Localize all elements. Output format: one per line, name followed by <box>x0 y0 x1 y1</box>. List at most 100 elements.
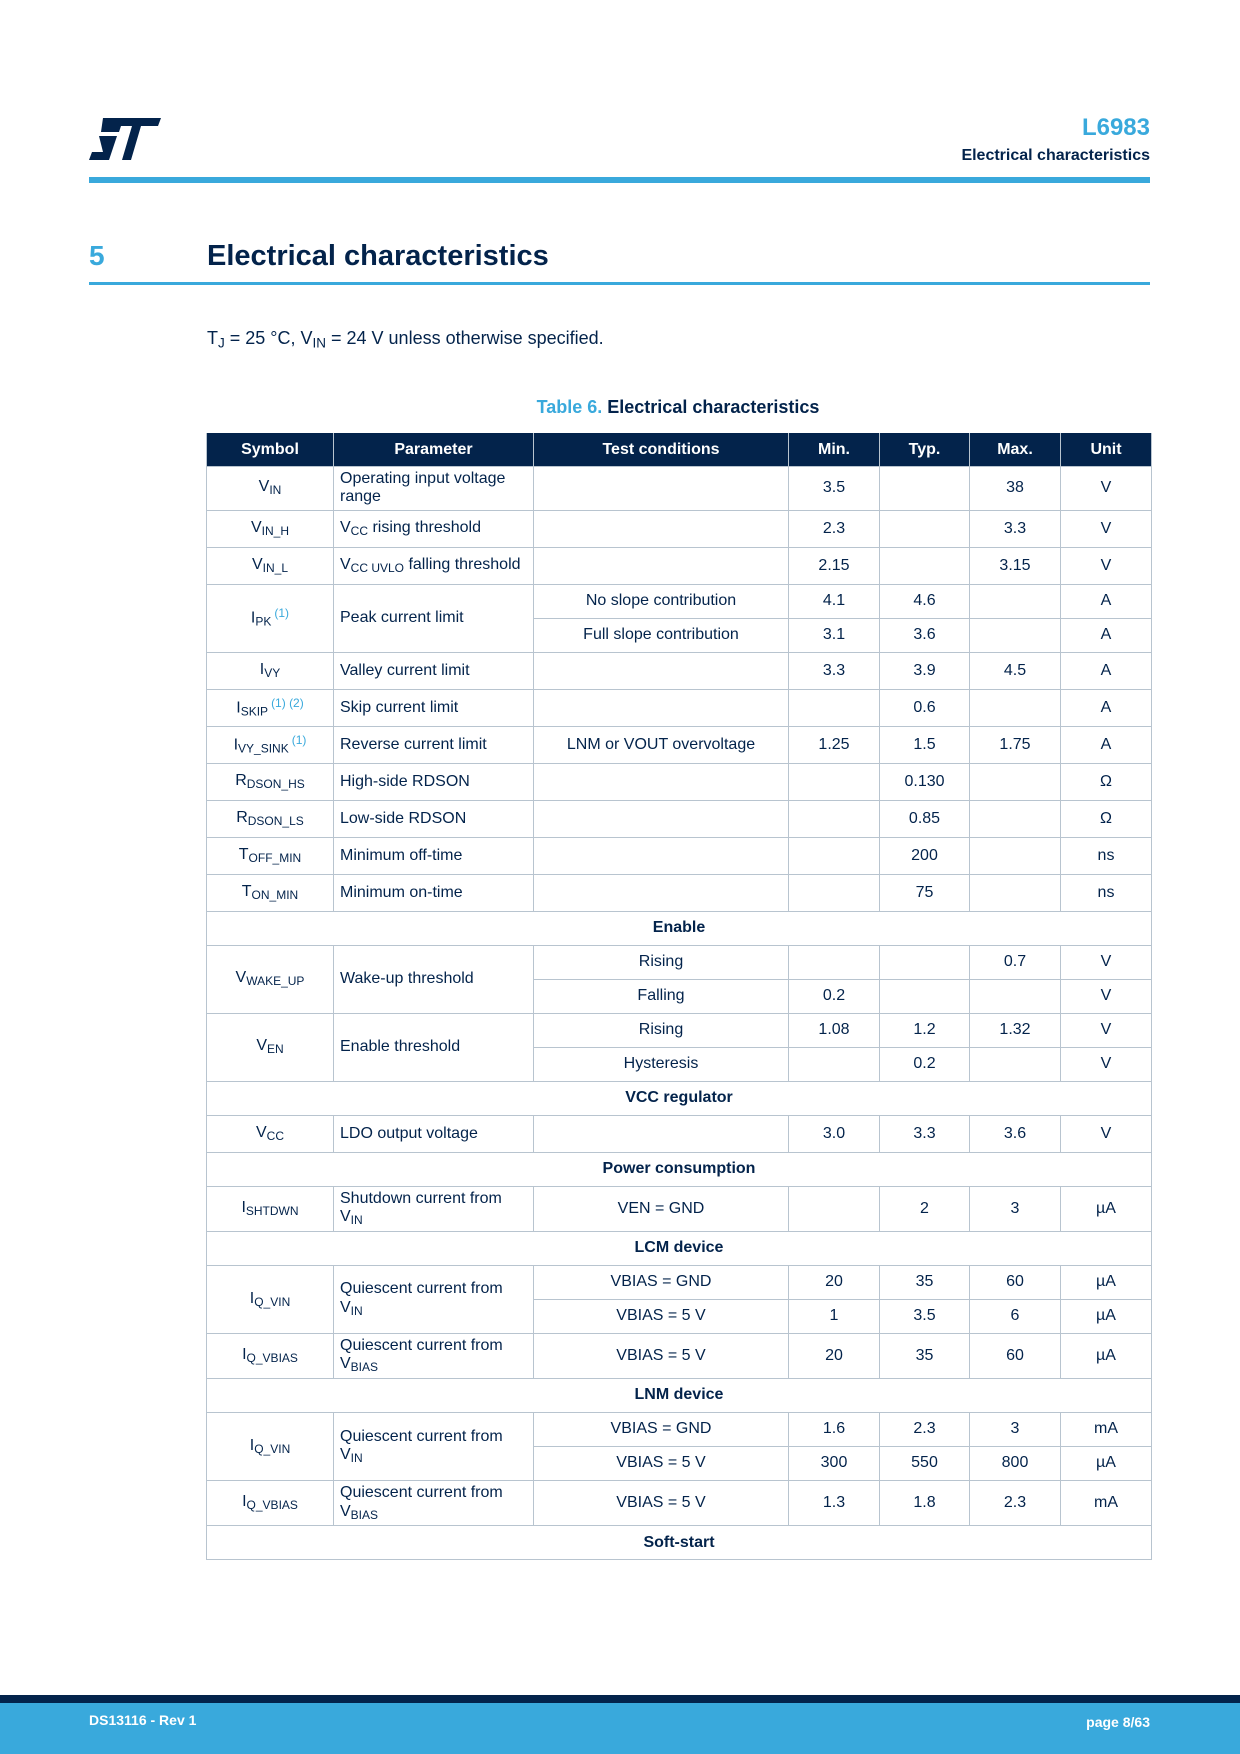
symbol-main: I <box>242 1346 247 1364</box>
max-cell <box>969 1046 1061 1082</box>
unit-cell: mA <box>1060 1480 1152 1527</box>
footnote-ref[interactable]: (1) <box>274 606 290 621</box>
max-cell <box>969 617 1061 653</box>
min-cell: 3.0 <box>788 1114 880 1153</box>
text: Quiescent current from V <box>340 1427 503 1463</box>
table-row: IVY_SINK(1) Reverse current limit LNM or V… <box>206 725 1152 764</box>
min-cell <box>788 1185 880 1232</box>
min-cell: 1.08 <box>788 1012 880 1048</box>
min-cell: 1.3 <box>788 1480 880 1527</box>
max-cell <box>969 688 1061 727</box>
cond-cell <box>533 836 789 875</box>
subscript: IN <box>312 335 327 351</box>
cond-cell <box>533 762 789 801</box>
cond-cell: VBIAS = 5 V <box>533 1480 789 1527</box>
symbol-main: V <box>250 518 262 536</box>
cond-cell: Rising <box>533 1012 789 1048</box>
typ-cell <box>879 466 970 511</box>
section-row: VCC regulator <box>206 1080 1152 1116</box>
table-number: Table 6. <box>536 397 603 417</box>
typ-cell: 3.5 <box>879 1298 970 1334</box>
text: Quiescent current from V <box>340 1484 503 1520</box>
symbol-main: I <box>249 1436 255 1454</box>
doc-title: L6983 <box>1081 114 1150 141</box>
unit-cell: mA <box>1060 1412 1152 1448</box>
parameter-cell: Reverse current limit <box>333 725 534 764</box>
typ-cell <box>879 978 970 1014</box>
footnote-ref[interactable]: (1) <box>291 732 307 747</box>
unit-cell: A <box>1060 617 1152 653</box>
max-cell: 0.7 <box>969 944 1061 980</box>
typ-cell: 2 <box>879 1185 970 1232</box>
section-title: Electrical characteristics <box>207 240 549 272</box>
table-caption: Table 6. Electrical characteristics <box>206 397 1150 418</box>
symbol-main: V <box>256 1037 267 1055</box>
symbol-cell: IQ_VIN <box>206 1264 334 1334</box>
table-row: IQ_VBIAS Quiescent current from VBIAS VBIA… <box>206 1332 1152 1380</box>
parameter-cell: Operating input voltage range <box>333 466 534 511</box>
max-cell: 3 <box>969 1185 1061 1232</box>
unit-cell: µA <box>1060 1446 1152 1482</box>
typ-cell <box>879 509 970 548</box>
unit-cell: V <box>1060 978 1152 1014</box>
text: T <box>207 328 218 348</box>
column-header: Max. <box>969 433 1061 467</box>
column-header: Parameter <box>333 433 534 467</box>
symbol-cell: RDSON_HS <box>206 762 334 801</box>
symbol-cell: VCC <box>206 1114 334 1153</box>
max-cell: 3.15 <box>969 546 1061 585</box>
section-row: Soft-start <box>206 1525 1152 1561</box>
cond-cell <box>533 546 789 585</box>
min-cell: 1 <box>788 1298 880 1334</box>
cond-cell: VBIAS = 5 V <box>533 1446 789 1482</box>
symbol-subscript: Q_VBIAS <box>246 1498 298 1513</box>
table-row: Falling 0.2 V <box>207 978 1152 1014</box>
text: Wake-up threshold <box>340 970 474 988</box>
cond-cell: Full slope contribution <box>533 617 789 653</box>
text: Minimum on-time <box>340 883 463 901</box>
parameter-cell: Shutdown current from VIN <box>333 1185 534 1232</box>
subscript: J <box>218 335 225 351</box>
typ-cell: 200 <box>879 836 970 875</box>
max-cell: 6 <box>969 1298 1061 1334</box>
typ-cell: 4.6 <box>879 583 970 619</box>
symbol-main: I <box>242 1493 247 1511</box>
unit-cell: A <box>1060 688 1152 727</box>
min-cell: 3.1 <box>788 617 880 653</box>
cond-cell: VBIAS = 5 V <box>533 1298 789 1334</box>
symbol-main: I <box>249 1289 255 1307</box>
min-cell <box>788 688 880 727</box>
table-row: TOFF_MIN Minimum off-time 200 ns <box>206 836 1152 875</box>
typ-cell: 0.130 <box>879 762 970 801</box>
symbol-cell: ISHTDWN <box>206 1185 334 1232</box>
min-cell <box>788 799 880 838</box>
min-cell: 20 <box>788 1332 880 1380</box>
unit-cell: ns <box>1060 836 1152 875</box>
cond-cell: Falling <box>533 978 789 1014</box>
symbol-subscript: VY <box>264 665 281 680</box>
parameter-cell: Enable threshold <box>333 1012 534 1082</box>
table-row: RDSON_LS Low-side RDSON 0.85 Ω <box>206 799 1152 838</box>
section-label: Enable <box>206 910 1152 946</box>
unit-cell: V <box>1060 1012 1152 1048</box>
unit-cell: V <box>1060 944 1152 980</box>
table-row: TON_MIN Minimum on-time 75 ns <box>206 873 1152 912</box>
symbol-subscript: EN <box>267 1042 284 1057</box>
parameter-cell: VCC UVLO falling threshold <box>333 546 534 585</box>
cond-cell: No slope contribution <box>533 583 789 619</box>
table-row: VCC LDO output voltage 3.0 3.3 3.6 V <box>206 1114 1152 1153</box>
cond-cell <box>533 651 789 690</box>
text: V <box>340 518 351 536</box>
footnote-ref[interactable]: (1) (2) <box>271 695 304 710</box>
symbol-main: V <box>251 555 263 573</box>
min-cell: 2.15 <box>788 546 880 585</box>
table-row: IPK(1) Peak current limit No slope contrib… <box>206 583 1152 653</box>
text: rising threshold <box>368 518 481 536</box>
cond-cell: LNM or VOUT overvoltage <box>533 725 789 764</box>
symbol-main: V <box>255 1123 267 1141</box>
typ-cell: 35 <box>879 1332 970 1380</box>
typ-cell: 0.2 <box>879 1046 970 1082</box>
conditions-text: TJ = 25 °C, VIN = 24 V unless otherwise … <box>207 328 604 350</box>
column-header: Symbol <box>206 433 334 467</box>
symbol-subscript: OFF_MIN <box>248 850 302 865</box>
